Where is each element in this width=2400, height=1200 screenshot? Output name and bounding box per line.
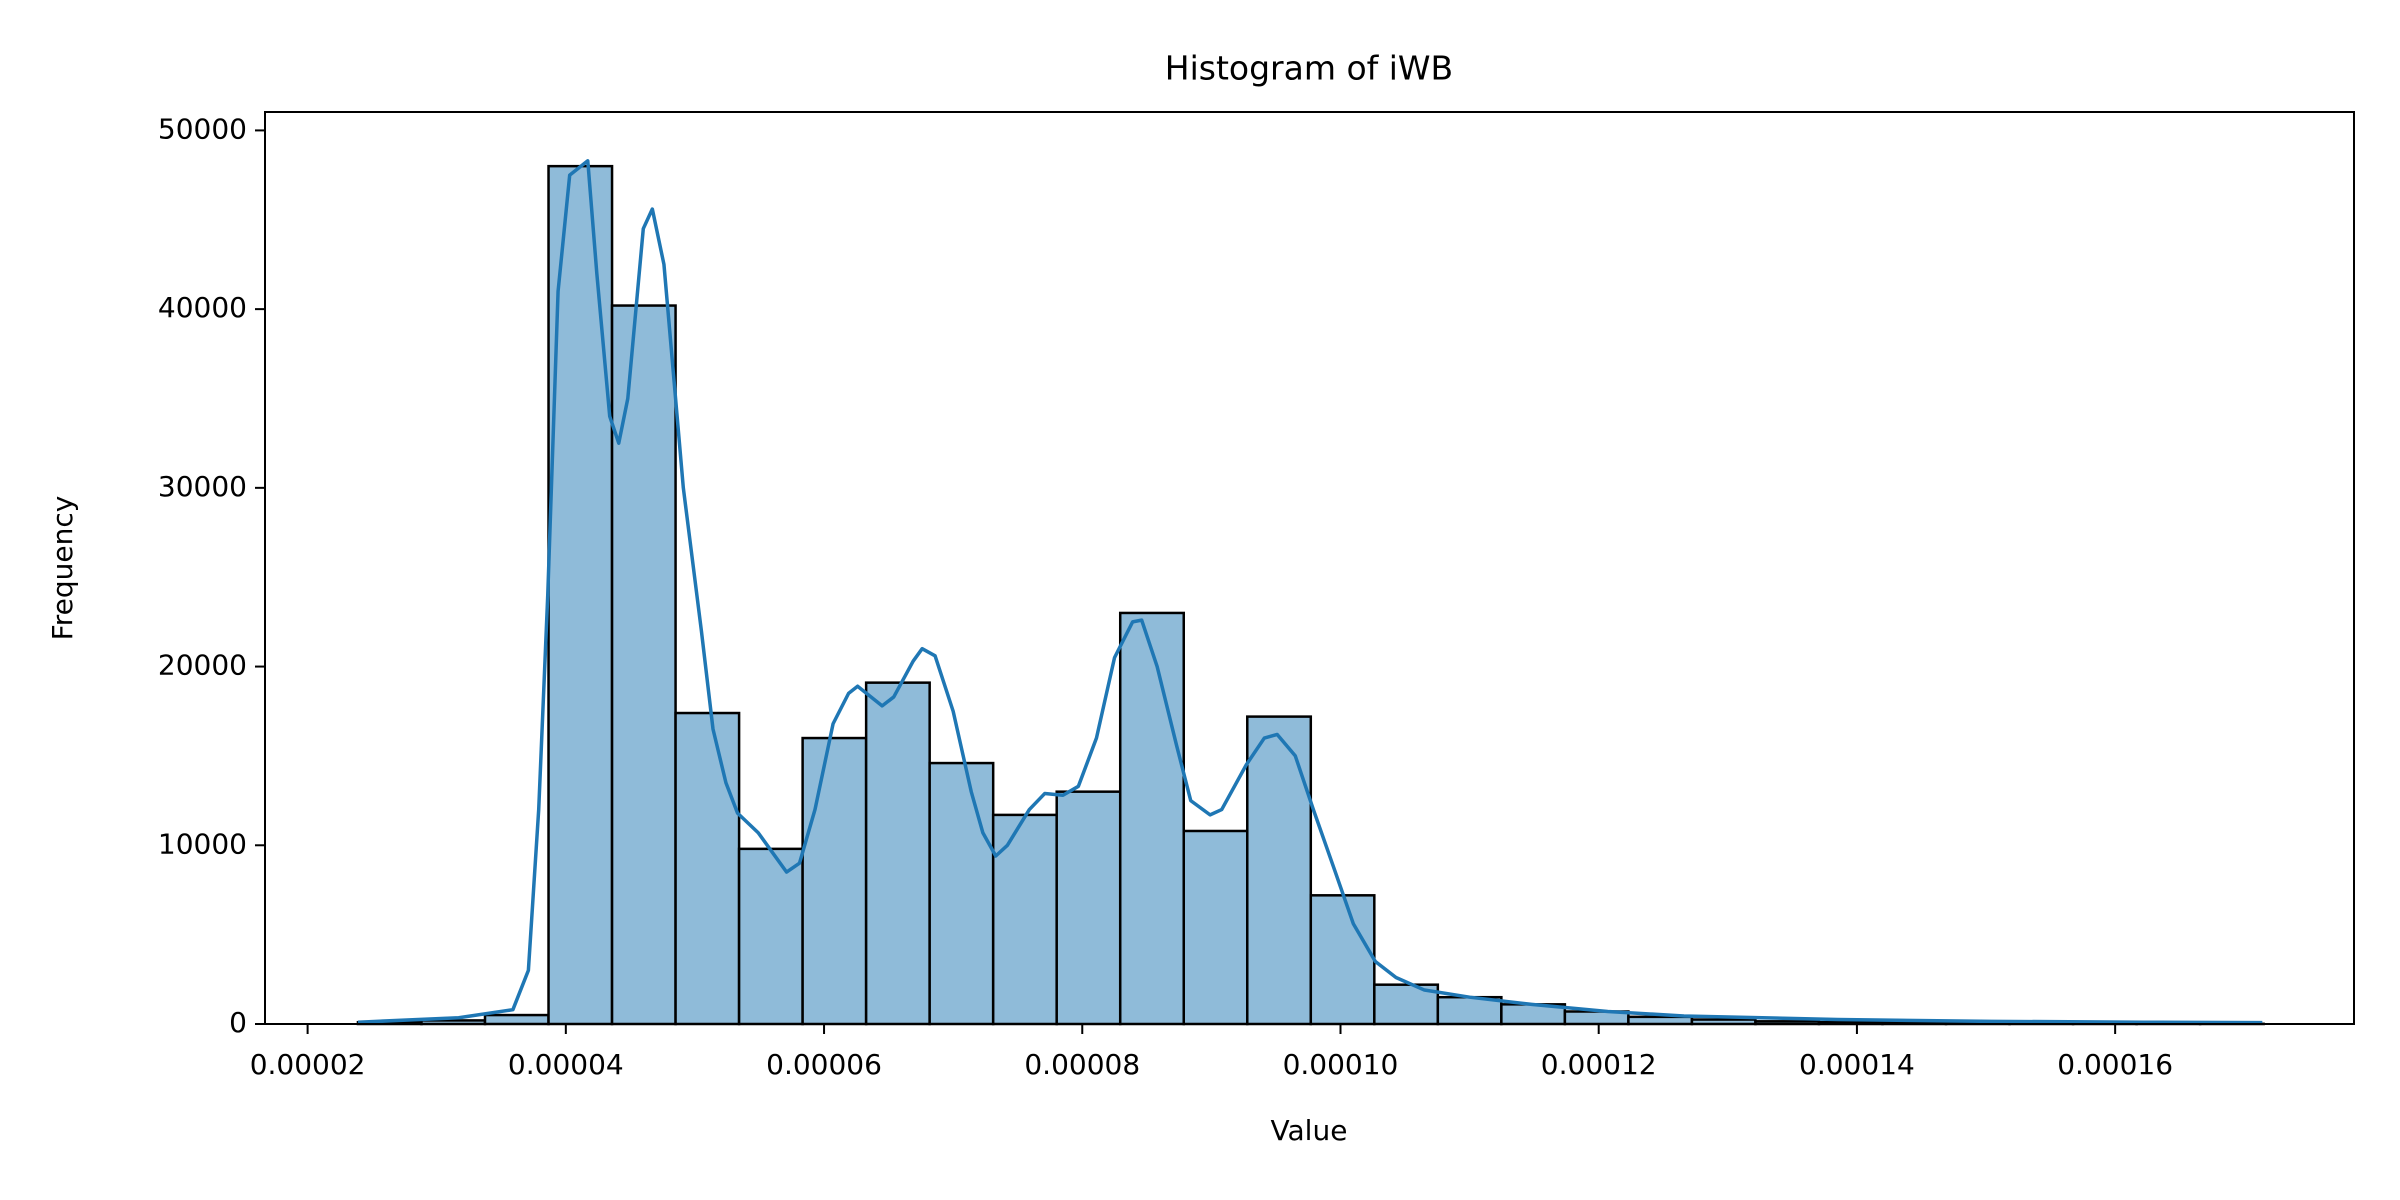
y-axis-label: Frequency	[46, 496, 79, 641]
bar	[801, 736, 868, 1026]
bar	[1436, 995, 1503, 1026]
kde-line	[357, 159, 2263, 1025]
bar	[1118, 611, 1185, 1026]
bar	[737, 847, 804, 1026]
y-tick-label: 10000	[158, 827, 247, 860]
bar	[1246, 715, 1313, 1026]
x-tick-label: 0.00004	[508, 1048, 624, 1081]
x-tick-label: 0.00014	[1799, 1048, 1915, 1081]
bar	[991, 813, 1058, 1026]
y-tick-label: 50000	[158, 112, 247, 145]
plot-frame	[264, 111, 2355, 1025]
bar	[483, 1013, 550, 1026]
bar	[928, 761, 995, 1026]
x-axis-label: Value	[1271, 1114, 1348, 1147]
x-tick-label: 0.00006	[766, 1048, 882, 1081]
chart-title: Histogram of iWB	[1165, 49, 1453, 88]
bar	[1627, 1015, 1694, 1026]
bar	[674, 711, 741, 1026]
y-tick-label: 20000	[158, 649, 247, 682]
x-tick-label: 0.00002	[250, 1048, 366, 1081]
bar	[864, 681, 931, 1026]
bar	[1309, 894, 1376, 1026]
bar	[610, 304, 677, 1026]
y-tick-label: 30000	[158, 470, 247, 503]
x-tick-label: 0.00012	[1541, 1048, 1657, 1081]
x-tick-label: 0.00008	[1024, 1048, 1140, 1081]
x-tick-label: 0.00010	[1283, 1048, 1399, 1081]
y-tick-label: 0	[229, 1006, 247, 1039]
bar	[1182, 829, 1249, 1026]
x-tick-label: 0.00016	[2057, 1048, 2173, 1081]
y-tick-label: 40000	[158, 291, 247, 324]
bar	[1055, 790, 1122, 1026]
